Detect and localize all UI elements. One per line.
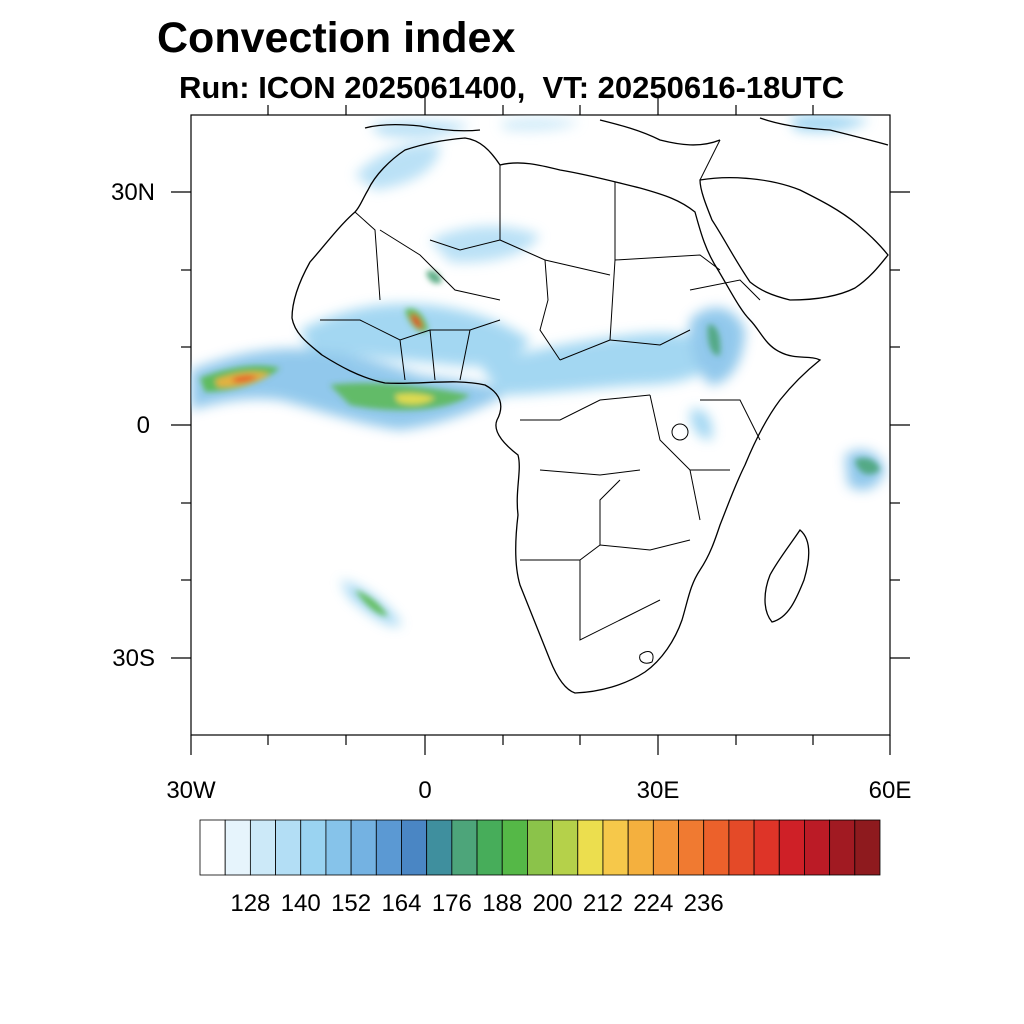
colorbar-label: 128	[230, 890, 270, 917]
colorbar-label: 224	[633, 890, 673, 917]
colorbar-swatch	[275, 819, 302, 876]
colorbar-swatch	[401, 819, 428, 876]
colorbar-swatch	[854, 819, 881, 876]
colorbar-swatch	[375, 819, 402, 876]
colorbar	[199, 819, 881, 876]
colorbar-label: 188	[482, 890, 522, 917]
colorbar-swatch	[300, 819, 327, 876]
colorbar-swatch	[552, 819, 579, 876]
colorbar-swatch	[652, 819, 679, 876]
colorbar-swatch	[325, 819, 352, 876]
coastlines	[291, 117, 889, 694]
lat-label-30s: 30S	[112, 645, 155, 672]
colorbar-swatch	[627, 819, 654, 876]
lat-label-30n: 30N	[111, 179, 155, 206]
colorbar-swatch	[602, 819, 629, 876]
colorbar-labels: 128 140 152 164 176 188 200 212 224 236	[230, 890, 723, 917]
lon-label-60e: 60E	[869, 777, 912, 804]
colorbar-swatch	[753, 819, 780, 876]
convection-intense	[200, 270, 880, 616]
chart-title: Convection index	[157, 14, 516, 62]
map-frame	[190, 114, 891, 736]
colorbar-swatch	[249, 819, 276, 876]
colorbar-label: 140	[281, 890, 321, 917]
colorbar-swatch	[224, 819, 251, 876]
colorbar-label: 164	[381, 890, 421, 917]
colorbar-swatch	[199, 819, 226, 876]
colorbar-swatch	[451, 819, 478, 876]
colorbar-label: 152	[331, 890, 371, 917]
colorbar-swatch	[527, 819, 553, 876]
colorbar-swatch	[577, 819, 604, 876]
colorbar-swatch	[501, 819, 528, 876]
axis-ticks	[171, 97, 910, 755]
colorbar-swatch	[678, 819, 705, 876]
colorbar-swatch	[350, 819, 377, 876]
colorbar-swatch	[728, 819, 755, 876]
lesotho-outline	[639, 651, 654, 664]
country-borders	[320, 139, 761, 641]
lake-outline	[671, 423, 689, 441]
colorbar-label: 200	[533, 890, 573, 917]
colorbar-swatch	[426, 819, 453, 876]
colorbar-label: 236	[684, 890, 724, 917]
lon-label-0: 0	[418, 777, 431, 804]
chart-subtitle: Run: ICON 2025061400, VT: 20250616-18UTC	[179, 70, 845, 105]
colorbar-swatch	[804, 819, 831, 876]
lon-label-30w: 30W	[166, 777, 216, 804]
colorbar-swatch	[778, 819, 805, 876]
colorbar-label: 212	[583, 890, 623, 917]
colorbar-label: 176	[432, 890, 472, 917]
lat-label-0: 0	[137, 412, 150, 439]
colorbar-swatch	[703, 819, 730, 876]
colorbar-swatch	[476, 819, 503, 876]
colorbar-swatch	[829, 819, 856, 876]
map-content	[191, 115, 889, 694]
lon-label-30e: 30E	[637, 777, 680, 804]
